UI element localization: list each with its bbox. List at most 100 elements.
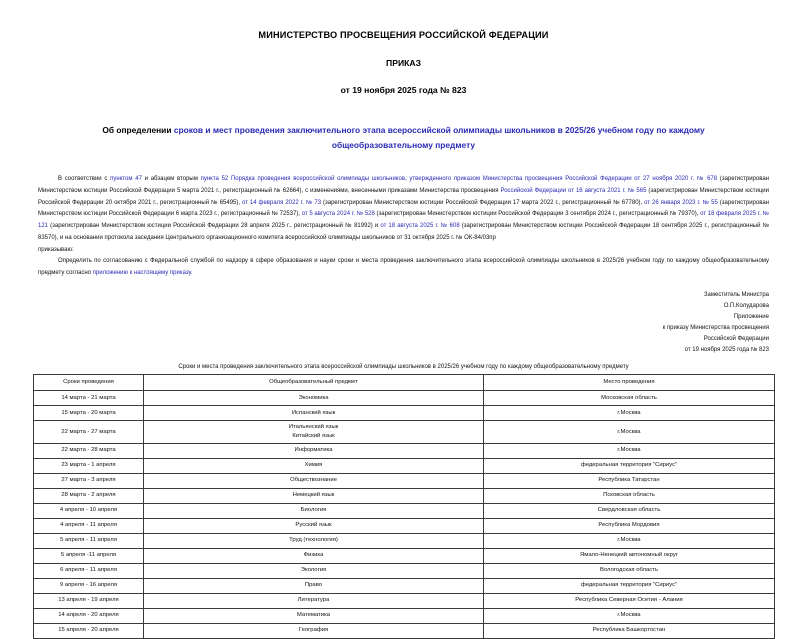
- cell-subject: География: [143, 622, 484, 639]
- cell-place: г.Москва: [483, 532, 775, 549]
- signature-block: Заместитель Министра О.П.Колударова Прил…: [0, 290, 769, 357]
- preamble-seg-8: (зарегистрирован Министерством юстиции Р…: [48, 223, 381, 230]
- link-punkt-47[interactable]: пунктом 47: [110, 176, 142, 183]
- cell-dates: 15 апреля - 20 апреля: [33, 622, 144, 639]
- paragraph-preamble: В соответствии с пунктом 47 и абзацем вт…: [38, 174, 769, 244]
- cell-place: федеральная территория "Сириус": [483, 457, 775, 474]
- page-title-lead: Об определении: [102, 125, 172, 135]
- link-prikaz-565[interactable]: Российской Федерации от 16 августа 2021 …: [500, 188, 647, 195]
- table-row: 4 апреля - 10 апреля Биология Свердловская…: [33, 502, 775, 519]
- cell-subject: Экономика: [143, 390, 484, 407]
- document-page: МИНИСТЕРСТВО ПРОСВЕЩЕНИЯ РОССИЙСКОЙ ФЕДЕ…: [0, 30, 807, 639]
- signer-role: Заместитель Министра: [703, 291, 769, 298]
- order-seg-2: .: [190, 269, 193, 276]
- preamble-seg-6: (зарегистрирован Министерством юстиции Р…: [38, 199, 769, 218]
- document-header: МИНИСТЕРСТВО ПРОСВЕЩЕНИЯ РОССИЙСКОЙ ФЕДЕ…: [0, 30, 807, 95]
- cell-dates: 14 апреля - 20 апреля: [33, 607, 144, 624]
- appendix-word: Приложение: [733, 313, 769, 320]
- cell-place: Республика Северная Осетия - Алания: [483, 592, 775, 609]
- link-prikaz-528[interactable]: от 5 августа 2024 г. № 528: [301, 211, 375, 218]
- cell-subject: Химия: [143, 457, 484, 474]
- table-row: 4 апреля - 11 апреля Русский язык Республи…: [33, 517, 775, 534]
- cell-subject: Русский язык: [143, 517, 484, 534]
- table-row: 22 марта - 28 марта Информатика г.Москва: [33, 442, 775, 459]
- cell-dates: 4 апреля - 10 апреля: [33, 502, 144, 519]
- cell-dates: 23 марта - 1 апреля: [33, 457, 144, 474]
- cell-dates: 22 марта - 28 марта: [33, 442, 144, 459]
- paragraph-order: Определить по согласованию с Федеральной…: [38, 256, 769, 279]
- table-row: 28 марта - 2 апреля Немецкий язык Псковска…: [33, 487, 775, 504]
- cell-dates: 13 апреля - 19 апреля: [33, 592, 144, 609]
- link-punkt-52-poryadka[interactable]: пункта 52 Порядка проведения всероссийск…: [200, 176, 718, 183]
- table-row: 27 марта - 3 апреля Обществознание Республ…: [33, 472, 775, 489]
- cell-dates: 27 марта - 3 апреля: [33, 472, 144, 489]
- cell-dates: 4 апреля - 11 апреля: [33, 517, 144, 534]
- table-caption: Сроки и места проведения заключительного…: [178, 364, 629, 371]
- link-prikaz-121[interactable]: от 18 февраля 2025 г. № 121: [38, 211, 769, 230]
- cell-place: г.Москва: [483, 420, 775, 444]
- order-date: от 19 ноября 2025 года № 823: [340, 85, 467, 95]
- table-row: 22 марта - 27 марта Итальянский язык Китай…: [33, 420, 775, 444]
- cell-subject-line-1: Итальянский язык: [288, 424, 339, 431]
- cell-dates: 5 апреля -11 апреля: [33, 547, 144, 564]
- table-row: 15 марта - 20 марта Испанский язык г.Москв…: [33, 405, 775, 422]
- cell-place: Московская область: [483, 390, 775, 407]
- cell-subject: Итальянский язык Китайский язык: [143, 420, 484, 444]
- cell-subject: Немецкий язык: [143, 487, 484, 504]
- schedule-table-body: 14 марта - 21 марта Экономика Московская о…: [33, 390, 775, 639]
- schedule-table: Сроки проведения Общеобразовательный пре…: [33, 374, 775, 639]
- table-row: 14 марта - 21 марта Экономика Московская о…: [33, 390, 775, 407]
- ministry-title: МИНИСТЕРСТВО ПРОСВЕЩЕНИЯ РОССИЙСКОЙ ФЕДЕ…: [258, 30, 549, 40]
- cell-dates: 22 марта - 27 марта: [33, 420, 144, 444]
- page-title: Об определении сроков и мест проведения …: [89, 123, 719, 152]
- cell-subject: Информатика: [143, 442, 484, 459]
- cell-subject: Математика: [143, 607, 484, 624]
- schedule-table-holder: Сроки проведения Общеобразовательный пре…: [33, 374, 775, 639]
- cell-dates: 15 марта - 20 марта: [33, 405, 144, 422]
- cell-place: г.Москва: [483, 607, 775, 624]
- link-prikaz-55[interactable]: от 26 января 2023 г. № 55: [644, 199, 718, 206]
- table-row: 9 апреля - 16 апреля Право федеральная тер…: [33, 577, 775, 594]
- preamble-seg-5: (зарегистрирован Министерством юстиции Р…: [321, 199, 645, 206]
- command-word: приказываю:: [38, 246, 74, 253]
- cell-place: Республика Татарстан: [483, 472, 775, 489]
- preamble-seg-4: (зарегистрирован Министерством юстиции Р…: [38, 188, 769, 206]
- cell-place: федеральная территория "Сириус": [483, 577, 775, 594]
- cell-place: Свердловская область: [483, 502, 775, 519]
- cell-subject: Испанский язык: [143, 405, 484, 422]
- link-prikaz-608[interactable]: от 18 августа 2025 г. № 608: [380, 223, 460, 230]
- cell-subject: Биология: [143, 502, 484, 519]
- link-prilozhenie[interactable]: приложению к настоящему приказу: [92, 269, 191, 276]
- cell-subject: Труд (технология): [143, 532, 484, 549]
- appendix-to: к приказу Министерства просвещения: [662, 324, 769, 331]
- cell-subject: Обществознание: [143, 472, 484, 489]
- table-row: 13 апреля - 19 апреля Литература Республик…: [33, 592, 775, 609]
- cell-dates: 14 марта - 21 марта: [33, 390, 144, 407]
- cell-place: Республика Башкортостан: [483, 622, 775, 639]
- cell-subject: Литература: [143, 592, 484, 609]
- link-prikaz-73[interactable]: от 14 февраля 2022 г. № 73: [242, 199, 322, 206]
- table-row: 5 апреля - 11 апреля Труд (технология) г.М…: [33, 532, 775, 549]
- cell-place: Республика Мордовия: [483, 517, 775, 534]
- page-title-rest: сроков и мест проведения заключительного…: [173, 125, 705, 150]
- cell-subject: Физика: [143, 547, 484, 564]
- cell-subject-line-2: Китайский язык: [292, 433, 335, 440]
- cell-dates: 9 апреля - 16 апреля: [33, 577, 144, 594]
- cell-place: Псковская область: [483, 487, 775, 504]
- cell-subject: Право: [143, 577, 484, 594]
- column-header-place: Место проведения: [483, 374, 775, 392]
- appendix-date: от 19 ноября 2025 года № 823: [684, 347, 769, 354]
- table-row: 23 марта - 1 апреля Химия федеральная терр…: [33, 457, 775, 474]
- preamble-seg-7: (зарегистрирован Министерством юстиции Р…: [374, 211, 701, 218]
- preamble-seg-2: и абзацем вторым: [141, 176, 201, 183]
- document-body: В соответствии с пунктом 47 и абзацем вт…: [38, 174, 769, 279]
- cell-place: г.Москва: [483, 442, 775, 459]
- table-row: 15 апреля - 20 апреля География Республика…: [33, 622, 775, 639]
- appendix-org: Российской Федерации: [703, 335, 769, 342]
- cell-place: Ямало-Ненецкий автономный округ: [483, 547, 775, 564]
- preamble-seg-1: В соответствии с: [58, 176, 111, 183]
- preamble-seg-9: (зарегистрирован Министерством юстиции Р…: [38, 223, 770, 241]
- column-header-subject: Общеобразовательный предмет: [143, 374, 484, 392]
- table-header-row: Сроки проведения Общеобразовательный пре…: [33, 374, 775, 392]
- table-row: 14 апреля - 20 апреля Математика г.Москва: [33, 607, 775, 624]
